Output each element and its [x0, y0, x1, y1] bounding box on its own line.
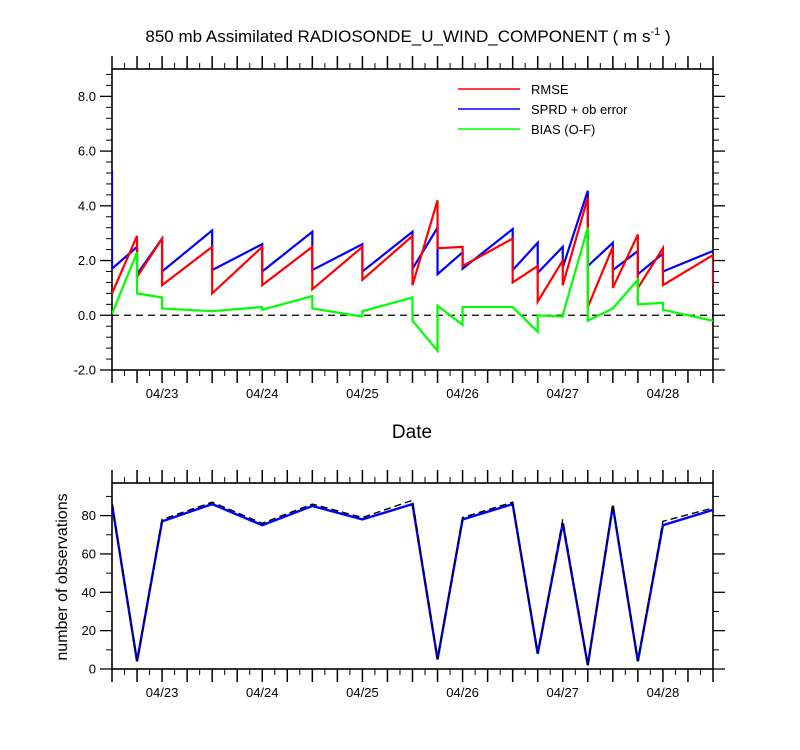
y-tick-label: 40	[82, 585, 96, 600]
assimilated-obs-line	[112, 502, 713, 666]
x-tick-label: 04/25	[346, 386, 379, 401]
x-tick-label: 04/28	[647, 386, 680, 401]
chart-title-superscript: -1	[650, 26, 660, 38]
possible-obs-line	[112, 499, 713, 666]
y-tick-label: 20	[82, 623, 96, 638]
y-tick-label: 60	[82, 546, 96, 561]
x-tick-label: 04/26	[446, 386, 479, 401]
y-tick-label: 0	[89, 662, 96, 677]
y-tick-label: 2.0	[78, 253, 96, 268]
x-tick-label: 04/23	[146, 685, 179, 700]
legend-label: BIAS (O-F)	[531, 122, 595, 137]
chart-title-end: )	[660, 27, 670, 46]
x-tick-label: 04/23	[146, 386, 179, 401]
top-x-axis-label: Date	[392, 422, 432, 443]
x-tick-label: 04/26	[446, 685, 479, 700]
observation-count-panel: 04/23 04/24 04/25 04/26 04/27 04/28 0 20 40 60 80	[82, 470, 725, 700]
x-tick-label: 04/24	[246, 386, 279, 401]
x-tick-label: 04/28	[647, 685, 680, 700]
y-tick-label: 4.0	[78, 198, 96, 213]
x-tick-label: 04/25	[346, 685, 379, 700]
x-tick-label: 04/27	[546, 386, 579, 401]
x-tick-label: 04/27	[546, 685, 579, 700]
rmse-bias-panel: 04/23 04/24 04/25 04/26 04/27 04/28 -2.0 0.0 2.0…	[74, 56, 725, 401]
legend-label: RMSE	[531, 82, 569, 97]
y-tick-label: 6.0	[78, 144, 96, 159]
legend-label: SPRD + ob error	[531, 102, 628, 117]
bottom-y-axis-label: number of observations	[54, 493, 71, 660]
bias-series-line	[112, 227, 713, 354]
rmse-series-line	[112, 197, 713, 308]
y-tick-label: -2.0	[74, 363, 96, 378]
y-tick-label: 0.0	[78, 308, 96, 323]
chart-title: 850 mb Assimilated RADIOSONDE_U_WIND_COM…	[145, 26, 670, 46]
chart-title-main: 850 mb Assimilated RADIOSONDE_U_WIND_COM…	[145, 27, 650, 46]
y-tick-label: 8.0	[78, 89, 96, 104]
x-tick-label: 04/24	[246, 685, 279, 700]
y-tick-label: 80	[82, 508, 96, 523]
